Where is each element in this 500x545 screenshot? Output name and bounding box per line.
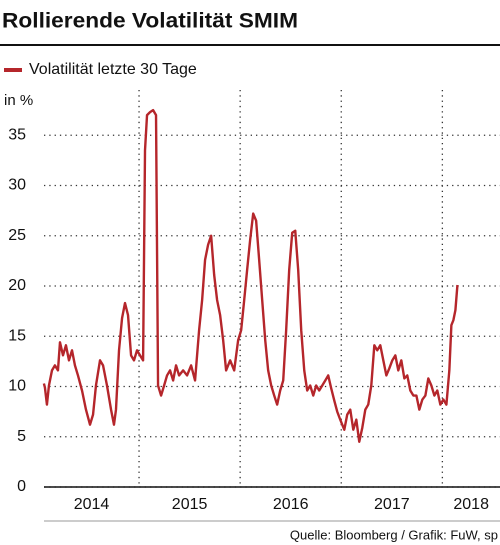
source-note: Quelle: Bloomberg / Grafik: FuW, sp — [290, 527, 498, 542]
y-axis-label: in % — [4, 92, 33, 109]
x-tick-label: 2017 — [374, 496, 410, 513]
x-tick-label: 2014 — [74, 496, 110, 513]
y-tick-label: 0 — [17, 478, 26, 495]
x-tick-label: 2016 — [273, 496, 309, 513]
y-tick-label: 35 — [8, 126, 26, 143]
y-tick-label: 30 — [8, 177, 26, 194]
y-tick-label: 5 — [17, 428, 26, 445]
chart-title: Rollierende Volatilität SMIM — [2, 10, 298, 33]
y-tick-label: 10 — [8, 378, 26, 395]
data-line — [42, 108, 459, 443]
y-tick-label: 25 — [8, 227, 26, 244]
y-tick-label: 20 — [8, 277, 26, 294]
legend-label: Volatilität letzte 30 Tage — [29, 61, 197, 78]
x-tick-label: 2015 — [172, 496, 208, 513]
y-tick-label: 15 — [8, 327, 26, 344]
x-tick-label: 2018 — [453, 496, 489, 513]
